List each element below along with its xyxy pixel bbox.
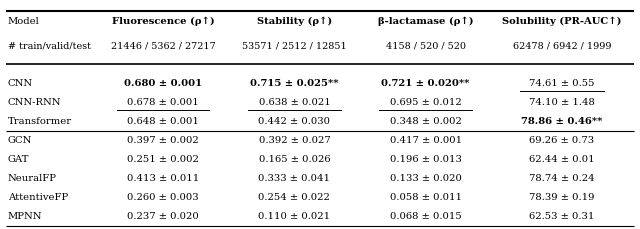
Text: # train/valid/test: # train/valid/test <box>8 41 91 50</box>
Text: Transformer: Transformer <box>8 117 72 126</box>
Text: 0.417 ± 0.001: 0.417 ± 0.001 <box>390 136 461 145</box>
Text: 0.413 ± 0.011: 0.413 ± 0.011 <box>127 174 199 183</box>
Text: 53571 / 2512 / 12851: 53571 / 2512 / 12851 <box>242 41 347 50</box>
Text: Model: Model <box>8 17 40 26</box>
Text: 0.254 ± 0.022: 0.254 ± 0.022 <box>259 193 330 202</box>
Text: AttentiveFP: AttentiveFP <box>8 193 68 202</box>
Text: 0.058 ± 0.011: 0.058 ± 0.011 <box>390 193 461 202</box>
Text: GCN: GCN <box>8 136 32 145</box>
Text: 0.260 ± 0.003: 0.260 ± 0.003 <box>127 193 199 202</box>
Text: 0.442 ± 0.030: 0.442 ± 0.030 <box>259 117 330 126</box>
Text: GAT: GAT <box>8 155 29 164</box>
Text: 0.110 ± 0.021: 0.110 ± 0.021 <box>259 212 330 221</box>
Text: NeuralFP: NeuralFP <box>8 174 57 183</box>
Text: 4158 / 520 / 520: 4158 / 520 / 520 <box>385 41 466 50</box>
Text: 0.333 ± 0.041: 0.333 ± 0.041 <box>259 174 330 183</box>
Text: 0.715 ± 0.025**: 0.715 ± 0.025** <box>250 79 339 88</box>
Text: 69.26 ± 0.73: 69.26 ± 0.73 <box>529 136 595 145</box>
Text: Solubility (PR-AUC↑): Solubility (PR-AUC↑) <box>502 17 621 27</box>
Text: CNN-RNN: CNN-RNN <box>8 98 61 107</box>
Text: 0.397 ± 0.002: 0.397 ± 0.002 <box>127 136 199 145</box>
Text: 0.068 ± 0.015: 0.068 ± 0.015 <box>390 212 461 221</box>
Text: 0.680 ± 0.001: 0.680 ± 0.001 <box>124 79 202 88</box>
Text: 78.86 ± 0.46**: 78.86 ± 0.46** <box>521 117 603 126</box>
Text: 0.196 ± 0.013: 0.196 ± 0.013 <box>390 155 461 164</box>
Text: 74.10 ± 1.48: 74.10 ± 1.48 <box>529 98 595 107</box>
Text: Fluorescence (ρ↑): Fluorescence (ρ↑) <box>112 17 214 27</box>
Text: 0.695 ± 0.012: 0.695 ± 0.012 <box>390 98 461 107</box>
Text: 0.392 ± 0.027: 0.392 ± 0.027 <box>259 136 330 145</box>
Text: 0.638 ± 0.021: 0.638 ± 0.021 <box>259 98 330 107</box>
Text: 62.44 ± 0.01: 62.44 ± 0.01 <box>529 155 595 164</box>
Text: 0.237 ± 0.020: 0.237 ± 0.020 <box>127 212 199 221</box>
Text: 21446 / 5362 / 27217: 21446 / 5362 / 27217 <box>111 41 216 50</box>
Text: β-lactamase (ρ↑): β-lactamase (ρ↑) <box>378 17 474 27</box>
Text: 78.39 ± 0.19: 78.39 ± 0.19 <box>529 193 595 202</box>
Text: 0.348 ± 0.002: 0.348 ± 0.002 <box>390 117 461 126</box>
Text: 0.721 ± 0.020**: 0.721 ± 0.020** <box>381 79 470 88</box>
Text: CNN: CNN <box>8 79 33 88</box>
Text: 0.678 ± 0.001: 0.678 ± 0.001 <box>127 98 199 107</box>
Text: 78.74 ± 0.24: 78.74 ± 0.24 <box>529 174 595 183</box>
Text: MPNN: MPNN <box>8 212 42 221</box>
Text: 74.61 ± 0.55: 74.61 ± 0.55 <box>529 79 595 88</box>
Text: Stability (ρ↑): Stability (ρ↑) <box>257 17 332 27</box>
Text: 0.133 ± 0.020: 0.133 ± 0.020 <box>390 174 461 183</box>
Text: 0.648 ± 0.001: 0.648 ± 0.001 <box>127 117 199 126</box>
Text: 0.251 ± 0.002: 0.251 ± 0.002 <box>127 155 199 164</box>
Text: 0.165 ± 0.026: 0.165 ± 0.026 <box>259 155 330 164</box>
Text: 62478 / 6942 / 1999: 62478 / 6942 / 1999 <box>513 41 611 50</box>
Text: 62.53 ± 0.31: 62.53 ± 0.31 <box>529 212 595 221</box>
